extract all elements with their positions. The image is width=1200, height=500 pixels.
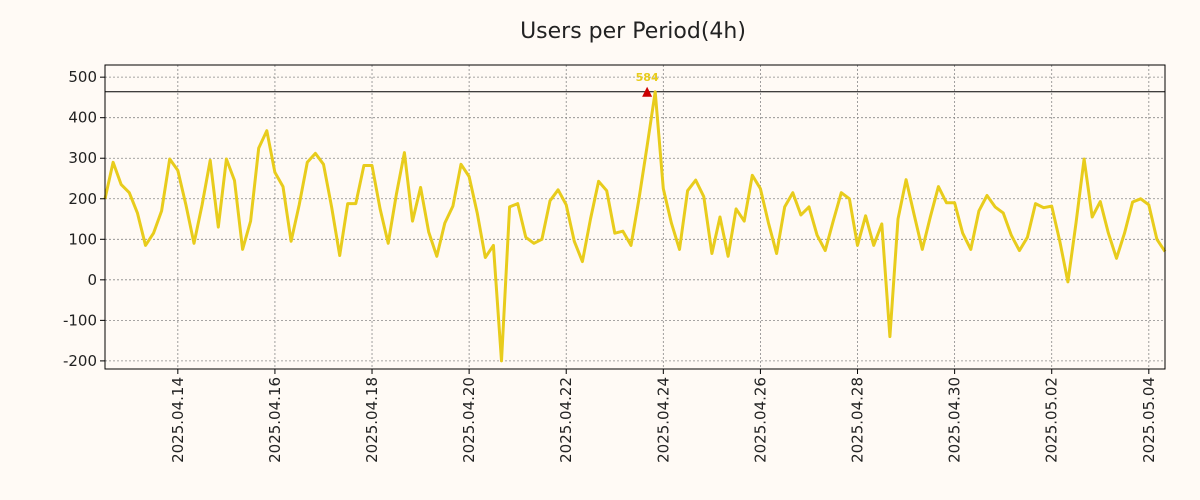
x-tick-label: 2025.04.14: [169, 377, 187, 463]
x-tick-label: 2025.04.30: [946, 377, 964, 463]
y-tick-label: 100: [68, 230, 97, 248]
plot-frame: [104, 64, 1166, 370]
axis-layer: -200 -100 0 100 200 300 400 500 2025.04.14 2025.0…: [63, 64, 1166, 463]
chart-title: Users per Period(4h): [520, 19, 746, 44]
y-tick-label: 200: [68, 190, 97, 208]
x-tick-label: 2025.04.28: [849, 377, 867, 463]
x-tick-label: 2025.04.22: [557, 377, 575, 463]
y-tick-label: 0: [87, 271, 97, 289]
y-tick-label: 400: [68, 109, 97, 127]
x-tick-label: 2025.04.16: [266, 377, 284, 463]
x-tick-label: 2025.04.26: [751, 377, 769, 463]
series-layer: [103, 90, 1167, 363]
series-line: [103, 90, 1167, 363]
y-tick-label: -100: [63, 311, 97, 329]
peak-label: 584: [636, 71, 659, 84]
y-tick-label: -200: [63, 352, 97, 370]
x-tick-label: 2025.04.20: [460, 377, 478, 463]
x-tick-label: 2025.04.24: [654, 377, 672, 463]
x-tick-label: 2025.05.04: [1140, 377, 1158, 463]
peak-marker-layer: 584: [636, 71, 659, 97]
peak-marker: [642, 86, 653, 97]
x-tick-label: 2025.05.02: [1043, 377, 1061, 463]
x-tick-label: 2025.04.18: [363, 377, 381, 463]
grid-lines: [105, 65, 1165, 369]
y-tick-label: 300: [68, 149, 97, 167]
y-tick-label: 500: [68, 68, 97, 86]
